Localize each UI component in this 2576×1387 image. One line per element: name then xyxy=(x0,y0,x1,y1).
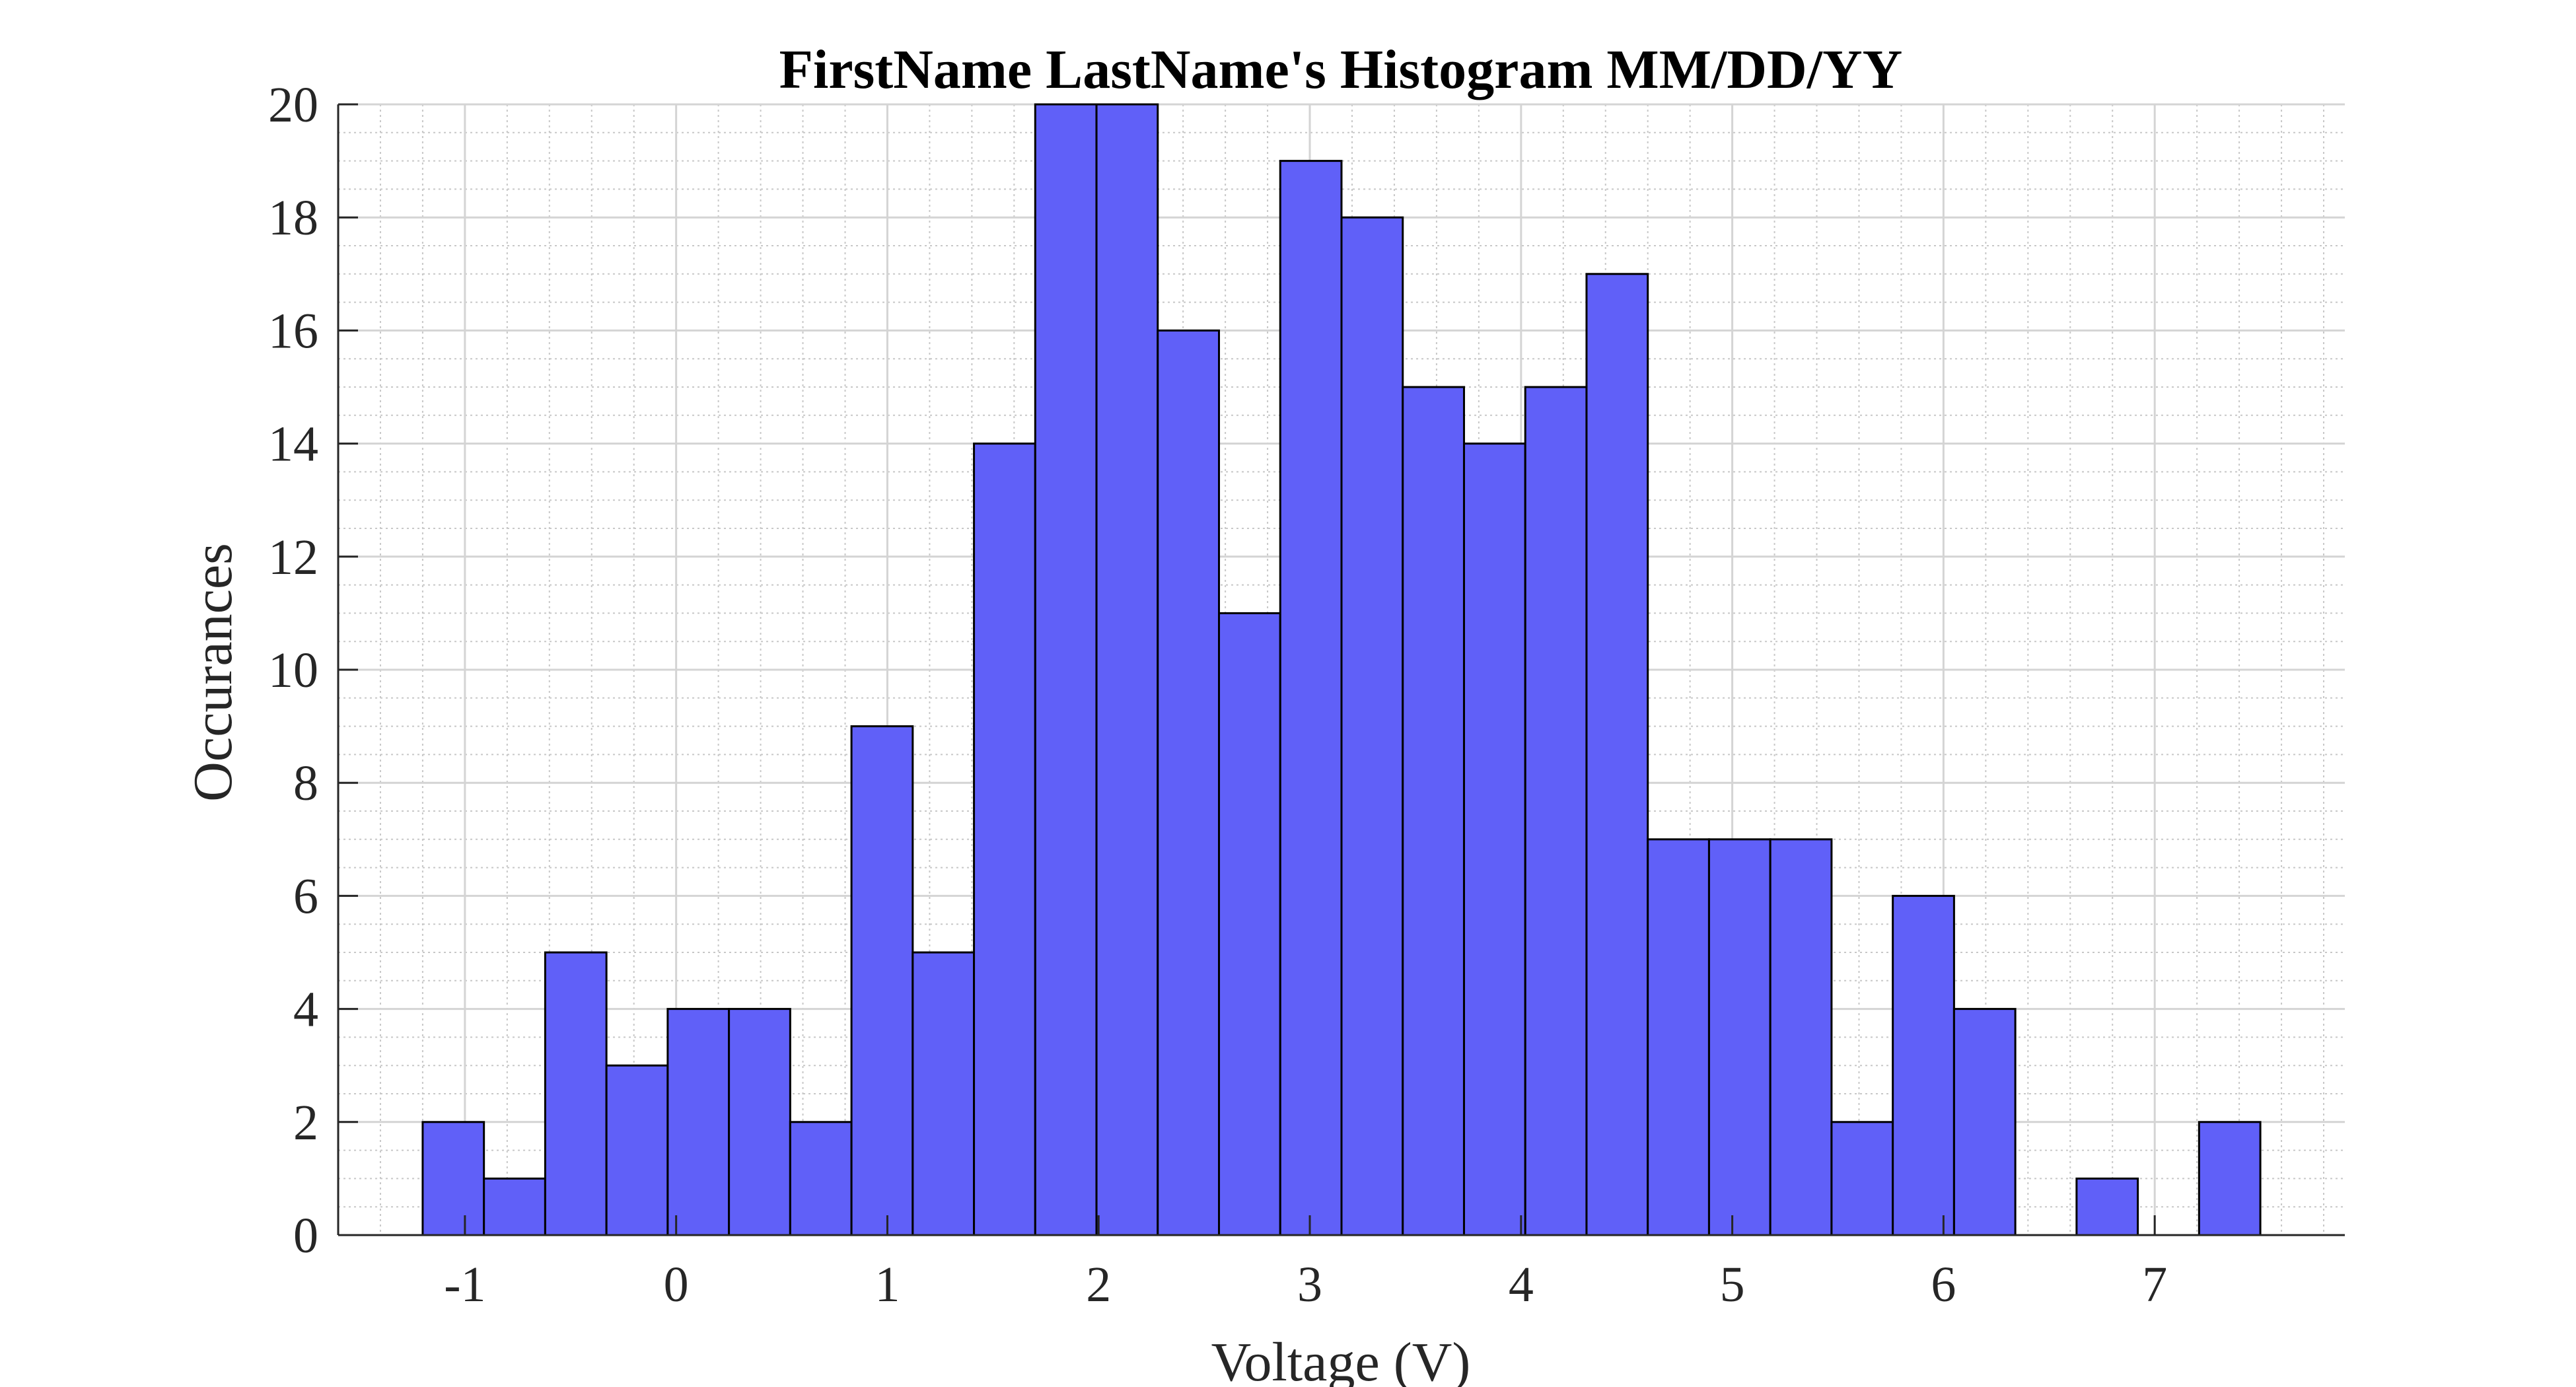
histogram-bar xyxy=(1952,1008,2017,1236)
x-tick-label: 0 xyxy=(664,1257,689,1312)
y-tick-label: 16 xyxy=(268,303,318,359)
y-tick-label: 4 xyxy=(293,982,318,1038)
histogram-bar xyxy=(912,951,976,1236)
histogram-bar xyxy=(483,1177,546,1236)
y-tick-label: 2 xyxy=(293,1095,318,1151)
x-tick-label: 3 xyxy=(1297,1257,1322,1312)
histogram-bar xyxy=(1279,160,1343,1236)
x-tick-labels: -1 0 1 2 3 4 5 6 7 xyxy=(444,1257,2167,1312)
histogram-bar xyxy=(1830,1121,1894,1236)
histogram-bar xyxy=(605,1064,669,1236)
histogram-bar xyxy=(1340,216,1404,1236)
histogram-bar xyxy=(973,443,1036,1236)
histogram-bar xyxy=(1462,443,1526,1236)
histogram-bar xyxy=(1769,838,1833,1236)
histogram-bar xyxy=(1647,838,1710,1236)
x-tick-label: 4 xyxy=(1509,1257,1534,1312)
histogram-bar xyxy=(1157,329,1221,1236)
y-tick-labels: 0 2 4 6 8 10 12 14 16 18 20 xyxy=(268,77,318,1263)
x-tick-label: -1 xyxy=(444,1257,485,1312)
x-axis-label: Voltage (V) xyxy=(1211,1332,1471,1387)
histogram-bar xyxy=(1524,386,1588,1236)
y-axis-label: Occurances xyxy=(182,543,244,802)
histogram-bar xyxy=(2198,1121,2262,1236)
x-tick-label: 1 xyxy=(875,1257,900,1312)
histogram-bar xyxy=(850,725,914,1236)
y-tick-label: 14 xyxy=(268,417,318,472)
histogram-bar xyxy=(1585,273,1649,1236)
histogram-bar xyxy=(1402,386,1465,1236)
chart-title: FirstName LastName's Histogram MM/DD/YY xyxy=(779,39,1903,100)
histogram-bar xyxy=(1218,612,1281,1236)
y-tick-label: 12 xyxy=(268,530,318,585)
y-tick-label: 0 xyxy=(293,1208,318,1263)
histogram-bar xyxy=(421,1121,485,1236)
x-tick-label: 2 xyxy=(1086,1257,1111,1312)
histogram-bar xyxy=(789,1121,853,1236)
histogram-bar xyxy=(1892,894,1955,1236)
y-tick-label: 18 xyxy=(268,190,318,246)
histogram-bar xyxy=(666,1008,731,1236)
y-tick-label: 10 xyxy=(268,643,318,698)
histogram-bar xyxy=(1707,838,1771,1236)
x-tick-label: 5 xyxy=(1720,1257,1745,1312)
y-tick-label: 20 xyxy=(268,77,318,133)
histogram-bar xyxy=(544,951,608,1236)
histogram-bars xyxy=(421,103,2262,1236)
x-tick-label: 7 xyxy=(2142,1257,2167,1312)
histogram-bar xyxy=(1095,103,1159,1236)
histogram-bar xyxy=(2075,1177,2139,1236)
y-tick-label: 6 xyxy=(293,869,318,924)
x-tick-label: 6 xyxy=(1931,1257,1956,1312)
histogram-bar xyxy=(1034,103,1098,1236)
axes xyxy=(337,103,2345,1236)
histogram-bar xyxy=(728,1008,791,1236)
y-tick-label: 8 xyxy=(293,756,318,811)
